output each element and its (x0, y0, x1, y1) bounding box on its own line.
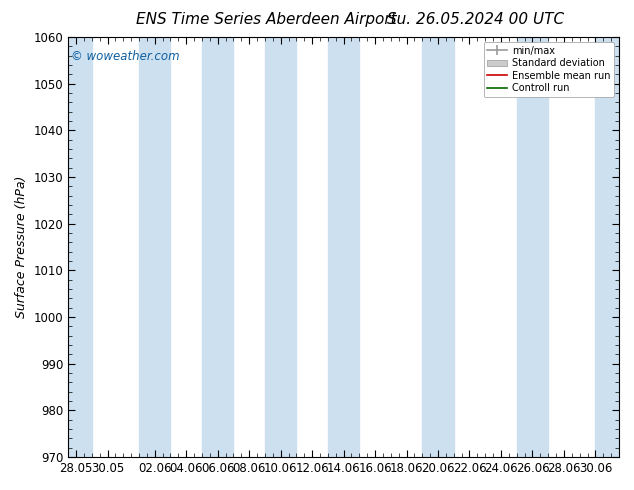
Bar (517, 37, 548, 457)
Bar (139, 37, 171, 457)
Text: Su. 26.05.2024 00 UTC: Su. 26.05.2024 00 UTC (387, 12, 564, 27)
Bar (422, 37, 454, 457)
Text: © woweather.com: © woweather.com (71, 50, 179, 63)
Legend: min/max, Standard deviation, Ensemble mean run, Controll run: min/max, Standard deviation, Ensemble me… (484, 42, 614, 97)
Bar (202, 37, 233, 457)
Bar (265, 37, 296, 457)
Text: ENS Time Series Aberdeen Airport: ENS Time Series Aberdeen Airport (136, 12, 397, 27)
Bar (68, 37, 92, 457)
Y-axis label: Surface Pressure (hPa): Surface Pressure (hPa) (15, 176, 28, 318)
Bar (595, 37, 619, 457)
Bar (328, 37, 359, 457)
